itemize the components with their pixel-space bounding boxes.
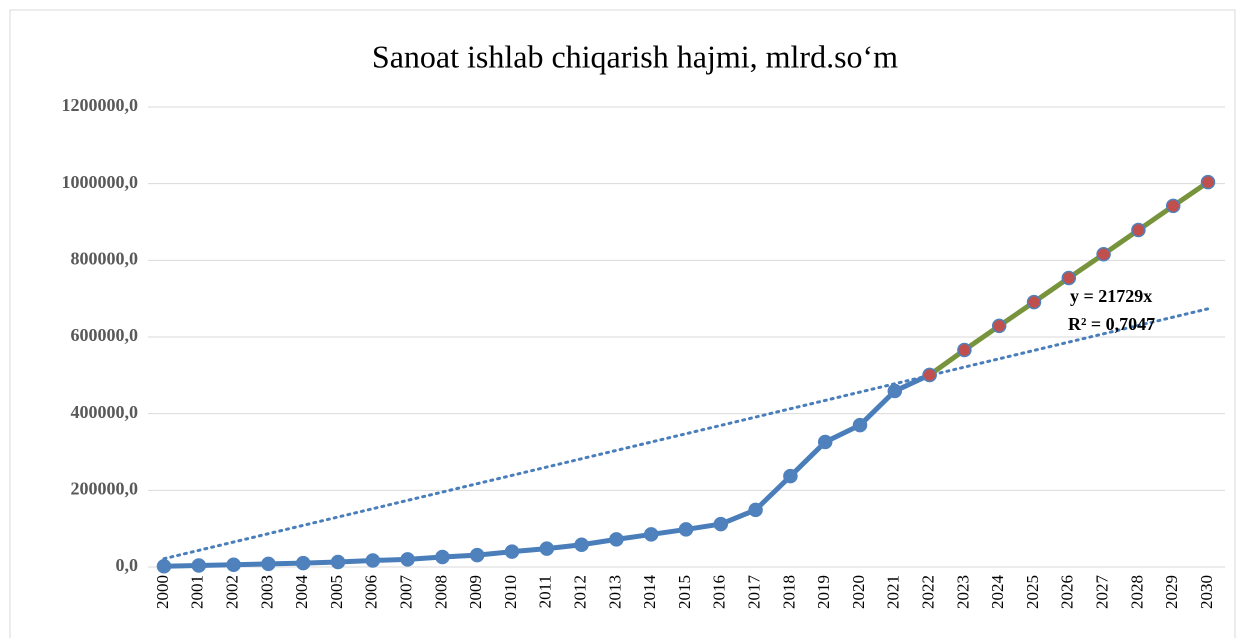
data-point [783,468,798,484]
data-point [1026,294,1042,310]
x-tick-label: 2006 [362,575,381,609]
x-tick-label: 2001 [188,575,207,609]
data-point [643,527,659,542]
data-point [191,558,207,573]
x-tick-label: 2019 [814,575,833,609]
x-tick-label: 2030 [1197,575,1216,609]
data-point [817,434,833,450]
x-tick-label: 2022 [919,575,938,609]
data-point [887,383,903,399]
data-point [469,547,485,563]
x-tick-label: 2020 [849,575,868,609]
x-tick-label: 2018 [779,575,798,609]
x-tick-label: 2011 [536,575,555,608]
data-point [226,557,241,572]
x-tick-label: 2025 [1023,575,1042,609]
x-tick-label: 2017 [745,575,764,610]
data-point [295,555,311,571]
data-point [365,553,381,568]
data-point [748,502,763,518]
x-tick-label: 2026 [1058,575,1077,609]
x-tick-label: 2029 [1162,575,1181,609]
x-tick-label: 2008 [431,575,450,609]
x-tick-label: 2005 [327,575,346,609]
data-point [957,342,972,358]
x-tick-label: 2012 [571,575,590,609]
trend-equation: y = 21729x [1070,286,1152,306]
data-point [539,541,555,556]
x-tick-label: 2028 [1127,575,1146,609]
x-tick-label: 2007 [397,575,416,610]
x-tick-label: 2027 [1093,575,1112,610]
chart-border [9,9,1236,638]
x-tick-label: 2010 [501,575,520,609]
data-point [261,556,276,572]
y-tick-label: 600000,0 [71,325,139,345]
data-point [1131,222,1146,238]
x-tick-label: 2013 [605,575,624,609]
x-tick-label: 2014 [640,575,659,610]
data-point [713,516,729,532]
y-tick-label: 400000,0 [71,402,139,422]
data-point [504,544,520,559]
data-point [678,522,694,537]
x-tick-label: 2003 [257,575,276,609]
data-point [991,318,1007,334]
data-point [1061,270,1077,286]
x-tick-label: 2021 [884,575,903,609]
x-tick-label: 2004 [292,575,311,610]
trendline [162,307,1210,561]
x-tick-label: 2015 [675,575,694,609]
data-point [609,532,624,547]
y-tick-label: 200000,0 [71,478,139,498]
x-tick-label: 2009 [466,575,485,609]
x-tick-label: 2016 [710,575,729,609]
data-point [156,558,172,574]
data-point [1096,246,1111,262]
data-point [1200,174,1216,190]
y-tick-label: 1200000,0 [62,95,139,115]
data-point [1165,198,1181,214]
data-point [330,554,346,570]
y-tick-label: 1000000,0 [62,172,139,192]
y-tick-label: 800000,0 [71,248,139,268]
x-tick-label: 2024 [988,575,1007,610]
x-tick-label: 2023 [953,575,972,609]
y-tick-label: 0,0 [116,555,139,575]
data-point [922,367,937,383]
data-point [852,417,868,433]
data-point [435,549,450,565]
x-tick-label: 2000 [153,575,172,609]
data-point [574,537,589,553]
x-tick-label: 2002 [223,575,242,609]
chart-title: Sanoat ishlab chiqarish hajmi, mlrd.so‘m [372,38,898,74]
trend-r-squared: R² = 0,7047 [1068,314,1155,334]
data-point [400,552,415,567]
